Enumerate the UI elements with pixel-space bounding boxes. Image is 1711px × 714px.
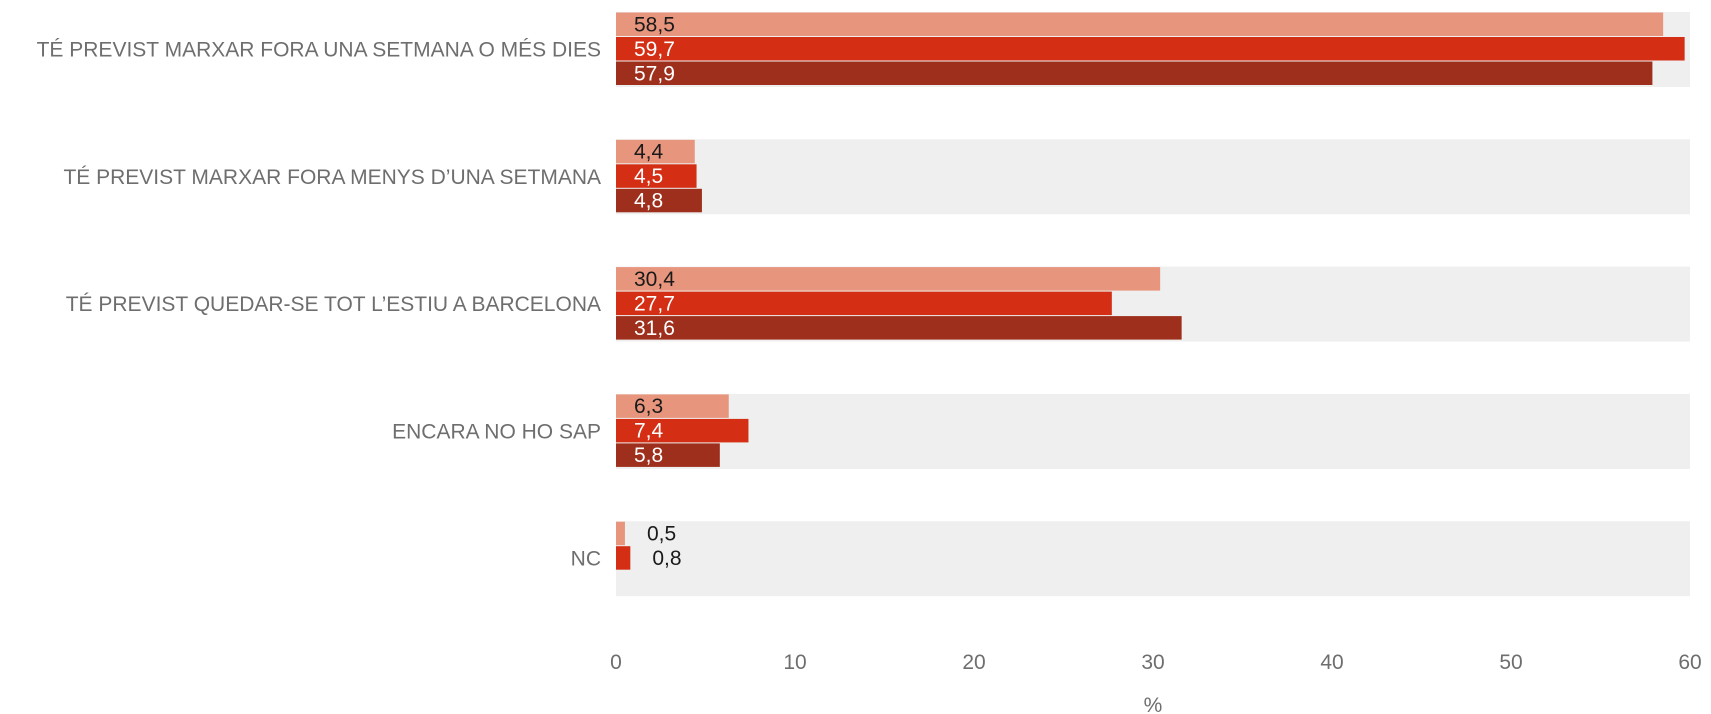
bar <box>616 443 720 467</box>
bar <box>616 267 1161 291</box>
bar <box>616 394 729 418</box>
category-label: TÉ PREVIST QUEDAR-SE TOT L’ESTIU A BARCE… <box>66 293 601 316</box>
category-band <box>616 393 1690 469</box>
data-label: 27,7 <box>634 292 675 315</box>
background-bands <box>616 12 1690 597</box>
x-tick-label: 0 <box>610 651 622 674</box>
category-label: ENCARA NO HO SAP <box>392 420 601 443</box>
category-label: NC <box>571 548 601 571</box>
bar <box>616 418 749 443</box>
x-tick-label: 50 <box>1499 651 1522 674</box>
data-label: 57,9 <box>634 62 675 85</box>
bar <box>616 546 631 570</box>
bar <box>616 316 1182 340</box>
bar <box>616 139 695 164</box>
bars: 58,559,757,9 4,44,54,8 30,427,731,6 6,37,45… <box>616 12 1685 570</box>
bar <box>616 521 625 546</box>
data-label: 7,4 <box>634 420 664 443</box>
x-tick-label: 10 <box>783 651 806 674</box>
data-label: 59,7 <box>634 38 675 61</box>
bar <box>616 37 1685 61</box>
x-tick-label: 60 <box>1678 651 1701 674</box>
data-label: 0,5 <box>647 522 676 545</box>
category-band <box>616 521 1690 597</box>
data-label: 58,5 <box>634 13 675 36</box>
data-label: 4,5 <box>634 165 663 188</box>
data-label: 0,8 <box>652 547 681 570</box>
bar <box>616 12 1664 36</box>
bar <box>616 291 1112 316</box>
x-tick-label: 30 <box>1141 651 1164 674</box>
data-label: 6,3 <box>634 395 663 418</box>
data-label: 5,8 <box>634 444 663 467</box>
bar <box>616 188 702 213</box>
x-axis-title: % <box>1144 694 1163 714</box>
category-label: TÉ PREVIST MARXAR FORA UNA SETMANA O MÉS… <box>37 39 601 62</box>
x-axis: 0 10 20 30 40 50 60 <box>610 651 1702 674</box>
data-label: 4,4 <box>634 141 664 164</box>
data-label: 30,4 <box>634 268 675 291</box>
category-band <box>616 139 1690 215</box>
data-label: 31,6 <box>634 317 675 340</box>
x-tick-label: 20 <box>962 651 985 674</box>
bar <box>616 164 697 188</box>
data-label: 4,8 <box>634 190 663 213</box>
category-labels: TÉ PREVIST MARXAR FORA UNA SETMANA O MÉS… <box>37 39 601 571</box>
x-tick-label: 40 <box>1320 651 1343 674</box>
category-label: TÉ PREVIST MARXAR FORA MENYS D’UNA SETMA… <box>63 166 601 189</box>
bar <box>616 61 1653 85</box>
